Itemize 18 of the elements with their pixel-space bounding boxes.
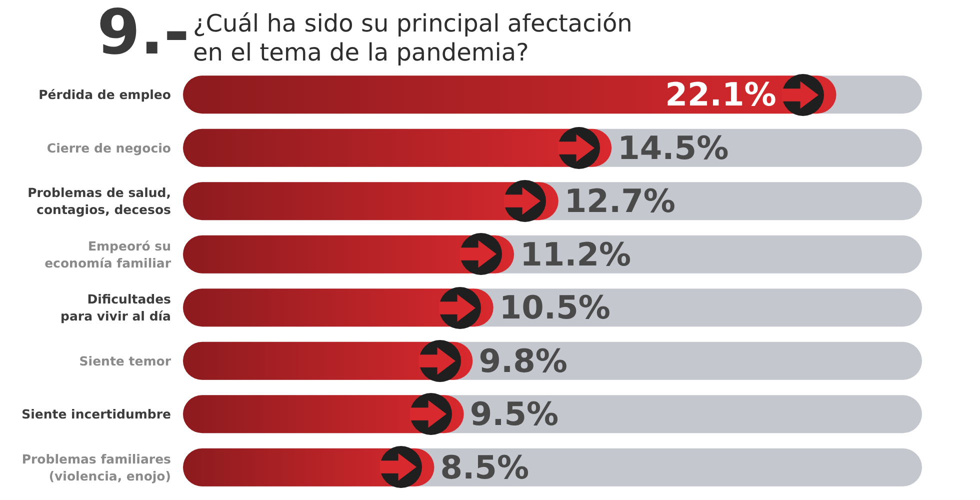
data-label: 9.5%: [470, 395, 559, 434]
y-tick-label: Pérdida de empleo: [38, 87, 172, 102]
y-tick-label: Problemas de salud, contagios, decesos: [28, 185, 171, 218]
y-tick-label: Siente incertidumbre: [22, 406, 171, 422]
data-label: 9.8%: [478, 342, 568, 380]
y-tick-label: Empeoró su economía familiar: [44, 238, 172, 270]
data-label: 8.5%: [440, 448, 530, 486]
y-tick-label: Problemas familiares (violencia, enojo): [22, 451, 171, 484]
data-label: 12.7%: [564, 182, 676, 220]
data-label: 10.5%: [499, 288, 610, 327]
y-tick-label: Dificultades para vivir al día: [60, 292, 171, 324]
chart-subtitle: ¿Cuál ha sido su principal afectación en el tema de la pandemia?: [193, 10, 640, 66]
chart-title: 9.-: [97, 0, 190, 68]
data-label: 11.2%: [520, 235, 632, 274]
y-tick-label: Siente temor: [79, 353, 172, 368]
data-label: 14.5%: [618, 128, 729, 167]
data-label: 22.1%: [665, 76, 776, 114]
y-tick-label: Cierre de negocio: [46, 140, 172, 156]
